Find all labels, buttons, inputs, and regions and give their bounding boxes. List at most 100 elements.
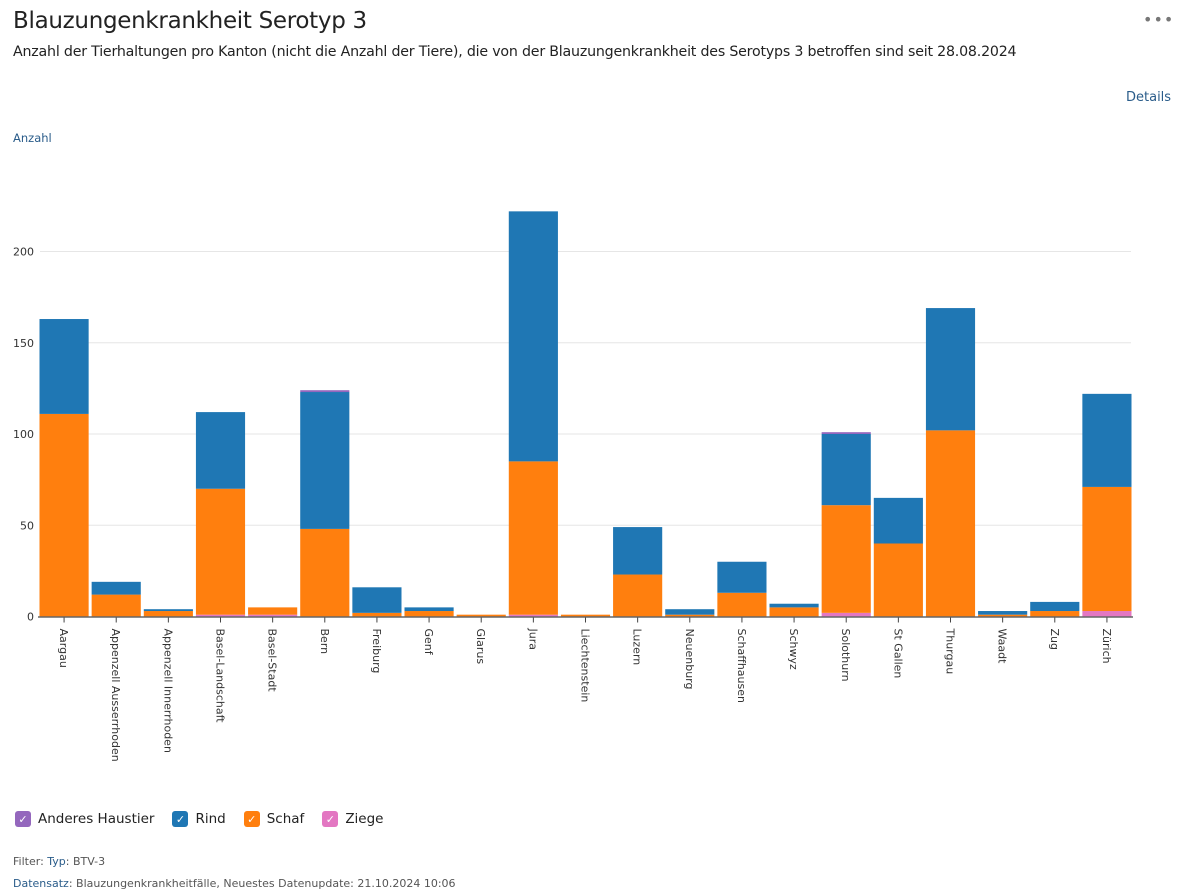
- y-axis-label: Anzahl: [13, 131, 52, 145]
- details-link[interactable]: Details: [1126, 90, 1172, 105]
- legend-item-ziege[interactable]: ✓ Ziege: [322, 811, 384, 827]
- bar-ziege: [195, 614, 246, 617]
- legend-label: Schaf: [266, 811, 305, 827]
- dataset-value: Blauzungenkrankheitfälle, Neuestes Daten…: [76, 877, 456, 890]
- bar-rind: [769, 603, 819, 608]
- chart-subtitle: Anzahl der Tierhaltungen pro Kanton (nic…: [13, 44, 1017, 60]
- dataset-label[interactable]: Datensatz: [13, 877, 69, 890]
- x-tick-label: Schaffhausen: [735, 629, 748, 704]
- bar-ziege: [1082, 611, 1132, 617]
- checkbox-checked-icon[interactable]: ✓: [322, 811, 339, 827]
- bars: [39, 211, 1132, 617]
- legend-item-schaf[interactable]: ✓ Schaf: [243, 811, 305, 827]
- bar-schaf: [925, 430, 976, 617]
- bar-schaf: [665, 614, 715, 617]
- bar-schaf: [39, 413, 89, 617]
- bar-schaf: [821, 505, 871, 613]
- bar-rind: [300, 392, 350, 529]
- filter-info: Filter: Typ: BTV-3: [13, 855, 106, 868]
- bar-schaf: [91, 594, 141, 617]
- y-tick-label: 50: [20, 519, 34, 532]
- bar-schaf: [613, 574, 663, 617]
- y-tick-label: 200: [13, 246, 34, 259]
- bar-rind: [873, 497, 923, 544]
- legend-label: Ziege: [345, 811, 384, 827]
- x-tick-label: Freiburg: [370, 629, 383, 674]
- bar-rind: [1030, 601, 1080, 612]
- legend-item-anderes-haustier[interactable]: ✓ Anderes Haustier: [15, 811, 154, 827]
- bar-rind: [352, 587, 402, 613]
- x-tick-label: Zug: [1048, 629, 1061, 651]
- bar-rind: [978, 611, 1028, 615]
- bar-rind: [195, 412, 246, 489]
- bar-schaf: [300, 528, 350, 617]
- bar-schaf: [508, 461, 558, 615]
- bar-schaf: [456, 614, 506, 617]
- y-tick-label: 0: [27, 611, 34, 624]
- checkbox-checked-icon[interactable]: ✓: [243, 811, 260, 827]
- legend-item-rind[interactable]: ✓ Rind: [172, 811, 226, 827]
- bar-schaf: [404, 611, 454, 617]
- legend-label: Rind: [195, 811, 226, 827]
- bar-ziege: [248, 614, 298, 617]
- chart-title: Blauzungenkrankheit Serotyp 3: [13, 8, 367, 34]
- bar-schaf: [873, 543, 923, 617]
- bar-rind: [613, 527, 663, 575]
- bar-anderes-haustier: [300, 390, 350, 393]
- filter-label: Filter: [13, 855, 41, 868]
- x-tick-label: Genf: [422, 629, 435, 656]
- bar-schaf: [1030, 611, 1080, 617]
- bar-schaf: [352, 612, 402, 617]
- x-tick-label: Jura: [526, 628, 539, 650]
- x-axis: Aargau Appenzell Ausserrhoden Appenzell In…: [38, 616, 1133, 762]
- bar-anderes-haustier: [821, 432, 871, 434]
- x-tick-label: St Gallen: [891, 629, 904, 679]
- bar-schaf: [769, 607, 819, 617]
- x-tick-label: Bern: [318, 629, 331, 655]
- bar-rind: [508, 211, 558, 462]
- y-tick-label: 100: [13, 428, 34, 441]
- bar-schaf: [195, 488, 246, 615]
- bar-ziege: [508, 614, 558, 617]
- more-options-icon[interactable]: •••: [1143, 10, 1175, 29]
- x-tick-label: Appenzell Innerrhoden: [161, 629, 174, 753]
- x-tick-label: Zürich: [1100, 629, 1113, 664]
- legend: ✓ Anderes Haustier ✓ Rind ✓ Schaf ✓ Ziege: [15, 811, 384, 827]
- y-tick-label: 150: [13, 337, 34, 350]
- bar-rind: [404, 607, 454, 612]
- bar-chart: 0 50 100 150 200 Aargau Appenzell Ausserrhode…: [13, 211, 1133, 762]
- bar-schaf: [143, 611, 193, 617]
- bar-rind: [91, 581, 141, 595]
- x-tick-label: Solothurn: [839, 629, 852, 682]
- bar-rind: [717, 561, 767, 593]
- checkbox-checked-icon[interactable]: ✓: [15, 811, 31, 827]
- x-tick-label: Liechtenstein: [579, 629, 592, 703]
- x-tick-label: Schwyz: [787, 629, 800, 671]
- bar-rind: [925, 308, 976, 431]
- x-tick-label: Thurgau: [944, 628, 957, 675]
- x-tick-label: Aargau: [57, 629, 70, 668]
- bar-ziege: [821, 612, 871, 617]
- bar-schaf: [978, 614, 1028, 617]
- bar-rind: [39, 319, 89, 414]
- bar-rind: [665, 609, 715, 615]
- bar-schaf: [717, 592, 767, 617]
- filter-value: BTV-3: [72, 855, 106, 868]
- bar-rind: [821, 434, 871, 506]
- x-tick-label: Basel-Stadt: [266, 629, 279, 693]
- filter-key[interactable]: Typ: [47, 855, 66, 868]
- bar-schaf: [560, 614, 611, 617]
- bar-rind: [143, 609, 193, 612]
- x-tick-label: Appenzell Ausserrhoden: [109, 629, 122, 762]
- y-axis-ticks: 0 50 100 150 200: [13, 246, 34, 624]
- x-tick-label: Luzern: [631, 629, 644, 666]
- x-tick-label: Glarus: [474, 629, 487, 665]
- checkbox-checked-icon[interactable]: ✓: [172, 811, 189, 827]
- legend-label: Anderes Haustier: [38, 811, 155, 827]
- x-tick-label: Waadt: [996, 629, 1009, 665]
- x-tick-label: Neuenburg: [683, 629, 696, 690]
- bar-schaf: [1082, 486, 1132, 612]
- bar-rind: [1082, 393, 1132, 487]
- bar-schaf: [248, 607, 298, 615]
- x-tick-label: Basel-Landschaft: [214, 629, 227, 724]
